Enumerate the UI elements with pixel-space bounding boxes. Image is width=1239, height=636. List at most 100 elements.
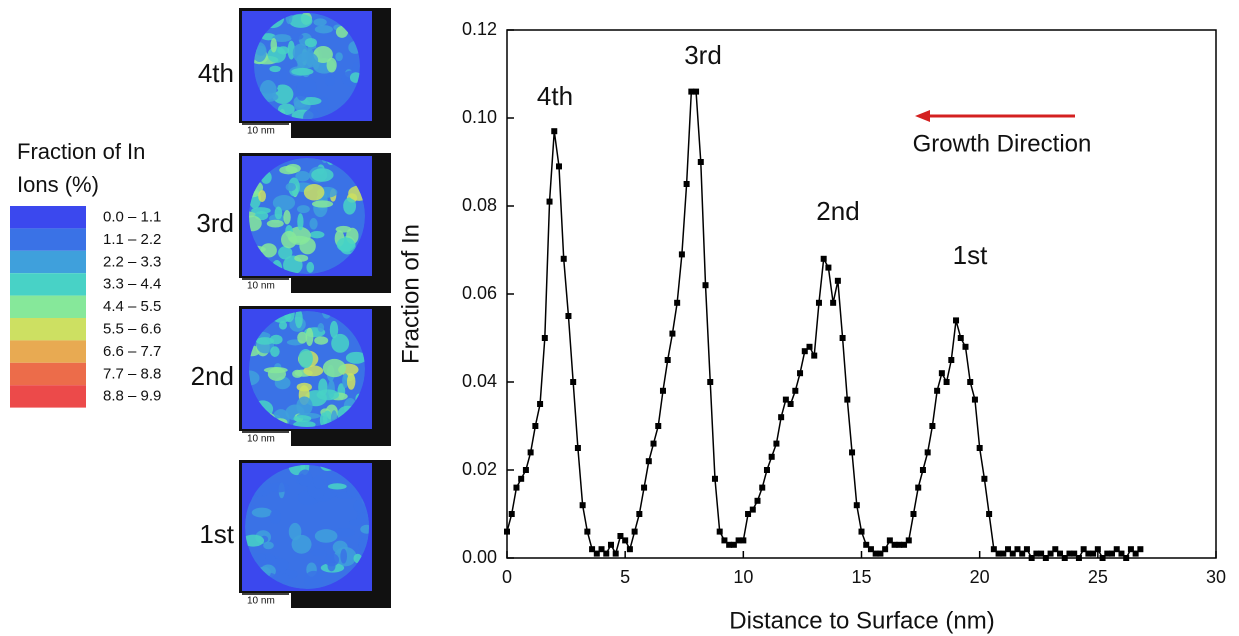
legend-label: 8.8 – 9.9 — [103, 388, 161, 405]
map-blob — [268, 482, 290, 493]
data-point — [967, 379, 974, 385]
data-point — [707, 379, 714, 385]
annotation: 4th — [537, 81, 573, 111]
data-point — [938, 370, 945, 377]
data-point — [1057, 550, 1064, 557]
data-point — [565, 313, 572, 319]
data-point — [957, 335, 964, 341]
map-blob — [309, 218, 318, 230]
data-point — [745, 511, 752, 517]
data-point — [740, 537, 747, 544]
map-blob — [360, 524, 369, 534]
data-point — [801, 348, 808, 355]
data-point — [551, 128, 558, 135]
map-blob — [279, 165, 298, 175]
scale-bar-bg — [239, 123, 291, 138]
data-point — [924, 449, 931, 456]
data-point — [693, 88, 700, 95]
data-point — [919, 467, 926, 473]
map-blob — [340, 548, 348, 564]
data-point — [1104, 550, 1111, 557]
data-point — [532, 423, 539, 429]
data-point — [527, 449, 534, 456]
data-point — [702, 282, 709, 289]
data-point — [891, 541, 898, 548]
data-point — [858, 528, 865, 535]
data-point — [773, 440, 780, 447]
map-blob — [292, 369, 303, 378]
map-blob — [327, 483, 347, 490]
data-point — [867, 546, 874, 553]
data-point — [886, 537, 893, 544]
legend-swatch — [10, 206, 86, 229]
map-blob — [331, 333, 350, 353]
data-point — [1085, 550, 1092, 557]
map-blob — [278, 321, 288, 330]
map-blob — [272, 34, 292, 43]
data-point — [645, 458, 652, 465]
x-tick-label: 15 — [851, 567, 871, 587]
data-point — [820, 255, 827, 262]
map-blob — [249, 215, 262, 232]
data-point — [995, 550, 1002, 557]
map-blob — [263, 541, 274, 550]
data-point — [730, 541, 737, 548]
data-point — [678, 251, 685, 258]
data-point — [962, 343, 969, 350]
data-point — [934, 387, 941, 394]
data-point — [674, 299, 681, 306]
data-point — [716, 528, 723, 535]
data-point — [1033, 550, 1040, 557]
map-blob — [291, 534, 312, 554]
map-blob — [349, 519, 362, 527]
data-point — [726, 541, 733, 548]
map-label: 3rd — [196, 208, 234, 238]
y-tick-label: 0.02 — [462, 459, 497, 479]
data-point — [815, 299, 822, 306]
data-point — [574, 445, 581, 451]
legend-swatch — [10, 228, 86, 251]
data-point — [754, 497, 761, 504]
data-point — [929, 423, 936, 429]
map-blob — [266, 219, 284, 228]
data-point — [1038, 550, 1045, 557]
y-tick-label: 0.12 — [462, 19, 497, 39]
data-point — [655, 423, 662, 429]
data-point — [504, 528, 510, 535]
data-point — [589, 546, 596, 553]
map-blob — [279, 573, 290, 584]
y-tick-label: 0.04 — [462, 371, 497, 391]
data-point — [579, 502, 586, 509]
legend-swatch — [10, 318, 86, 341]
map-blob — [258, 190, 266, 202]
legend-title: Ions (%) — [17, 172, 99, 197]
data-point — [1132, 550, 1139, 557]
map-blob — [324, 75, 336, 87]
data-point — [683, 181, 690, 187]
data-point — [896, 541, 903, 548]
x-tick-label: 20 — [970, 567, 990, 587]
annotation: Growth Direction — [913, 130, 1092, 157]
legend-swatch — [10, 362, 86, 386]
data-point — [584, 528, 591, 535]
data-point — [778, 414, 785, 421]
data-point — [537, 401, 544, 407]
data-point — [915, 484, 922, 491]
scale-label: 10 nm — [247, 281, 275, 292]
map-blob — [310, 549, 328, 557]
legend-label: 7.7 – 8.8 — [103, 365, 161, 382]
map-blob — [295, 171, 311, 182]
data-point — [1137, 546, 1144, 553]
map-label: 2nd — [191, 361, 234, 391]
legend-swatch — [10, 340, 86, 363]
data-point — [1099, 555, 1106, 561]
scale-label: 10 nm — [247, 126, 275, 137]
map-blob — [333, 527, 356, 538]
map-blob — [316, 389, 340, 401]
data-point — [697, 159, 704, 165]
data-point — [1047, 550, 1054, 557]
data-point — [1023, 546, 1030, 553]
data-point — [849, 449, 856, 456]
data-point — [1061, 555, 1068, 561]
data-point — [622, 537, 629, 544]
